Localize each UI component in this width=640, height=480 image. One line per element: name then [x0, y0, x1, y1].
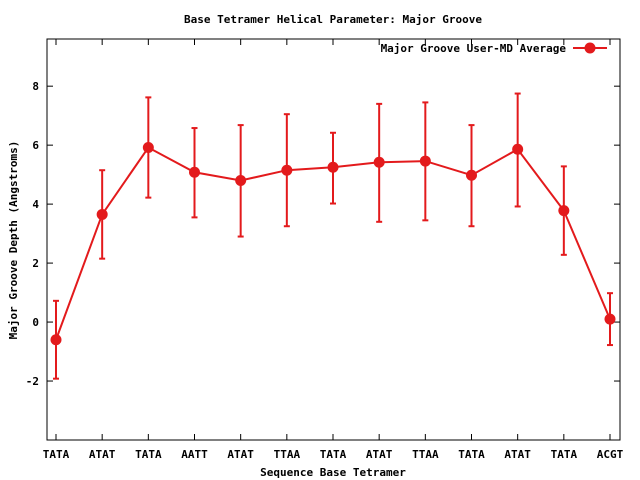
y-tick-label: 4: [32, 198, 39, 211]
legend-marker-swatch: [584, 42, 596, 54]
data-point: [558, 205, 570, 217]
data-point: [327, 161, 339, 173]
x-tick-label: ACGT: [597, 448, 624, 461]
x-tick-label: TTAA: [274, 448, 301, 461]
x-tick-label: TATA: [43, 448, 70, 461]
x-tick-label: ATAT: [366, 448, 393, 461]
data-point: [281, 164, 293, 176]
x-axis-ticks: TATA ATAT TATA AATT ATAT TTAA TATA ATAT TTAA TATA…: [43, 39, 624, 461]
data-point: [50, 334, 62, 346]
series-layer: [50, 92, 616, 380]
legend: Major Groove User-MD Average: [381, 42, 607, 55]
data-point: [419, 155, 431, 167]
x-tick-label: TATA: [551, 448, 578, 461]
y-axis-ticks: -2 0 2 4 6 8: [26, 80, 620, 388]
y-tick-label: 6: [32, 139, 39, 152]
data-point: [96, 208, 108, 220]
chart-title: Base Tetramer Helical Parameter: Major G…: [184, 13, 482, 26]
y-tick-label: 8: [32, 80, 39, 93]
data-point: [512, 143, 524, 155]
data-point: [604, 313, 616, 325]
x-tick-label: TATA: [135, 448, 162, 461]
y-tick-label: -2: [26, 375, 39, 388]
plot-frame: [46, 38, 621, 441]
x-axis-label: Sequence Base Tetramer: [260, 466, 406, 479]
y-tick-label: 2: [32, 257, 39, 270]
data-point: [235, 175, 247, 187]
y-tick-label: 0: [32, 316, 39, 329]
legend-label: Major Groove User-MD Average: [381, 42, 567, 55]
x-tick-label: ATAT: [504, 448, 531, 461]
x-tick-label: ATAT: [89, 448, 116, 461]
y-axis-label: Major Groove Depth (Angstroms): [7, 141, 20, 340]
data-point: [142, 142, 154, 154]
x-tick-label: TATA: [458, 448, 485, 461]
x-tick-label: TTAA: [412, 448, 439, 461]
x-tick-label: ATAT: [227, 448, 254, 461]
x-tick-label: TATA: [320, 448, 347, 461]
x-tick-label: AATT: [181, 448, 208, 461]
data-point: [373, 156, 385, 168]
data-point: [466, 169, 477, 181]
data-point: [189, 166, 200, 178]
